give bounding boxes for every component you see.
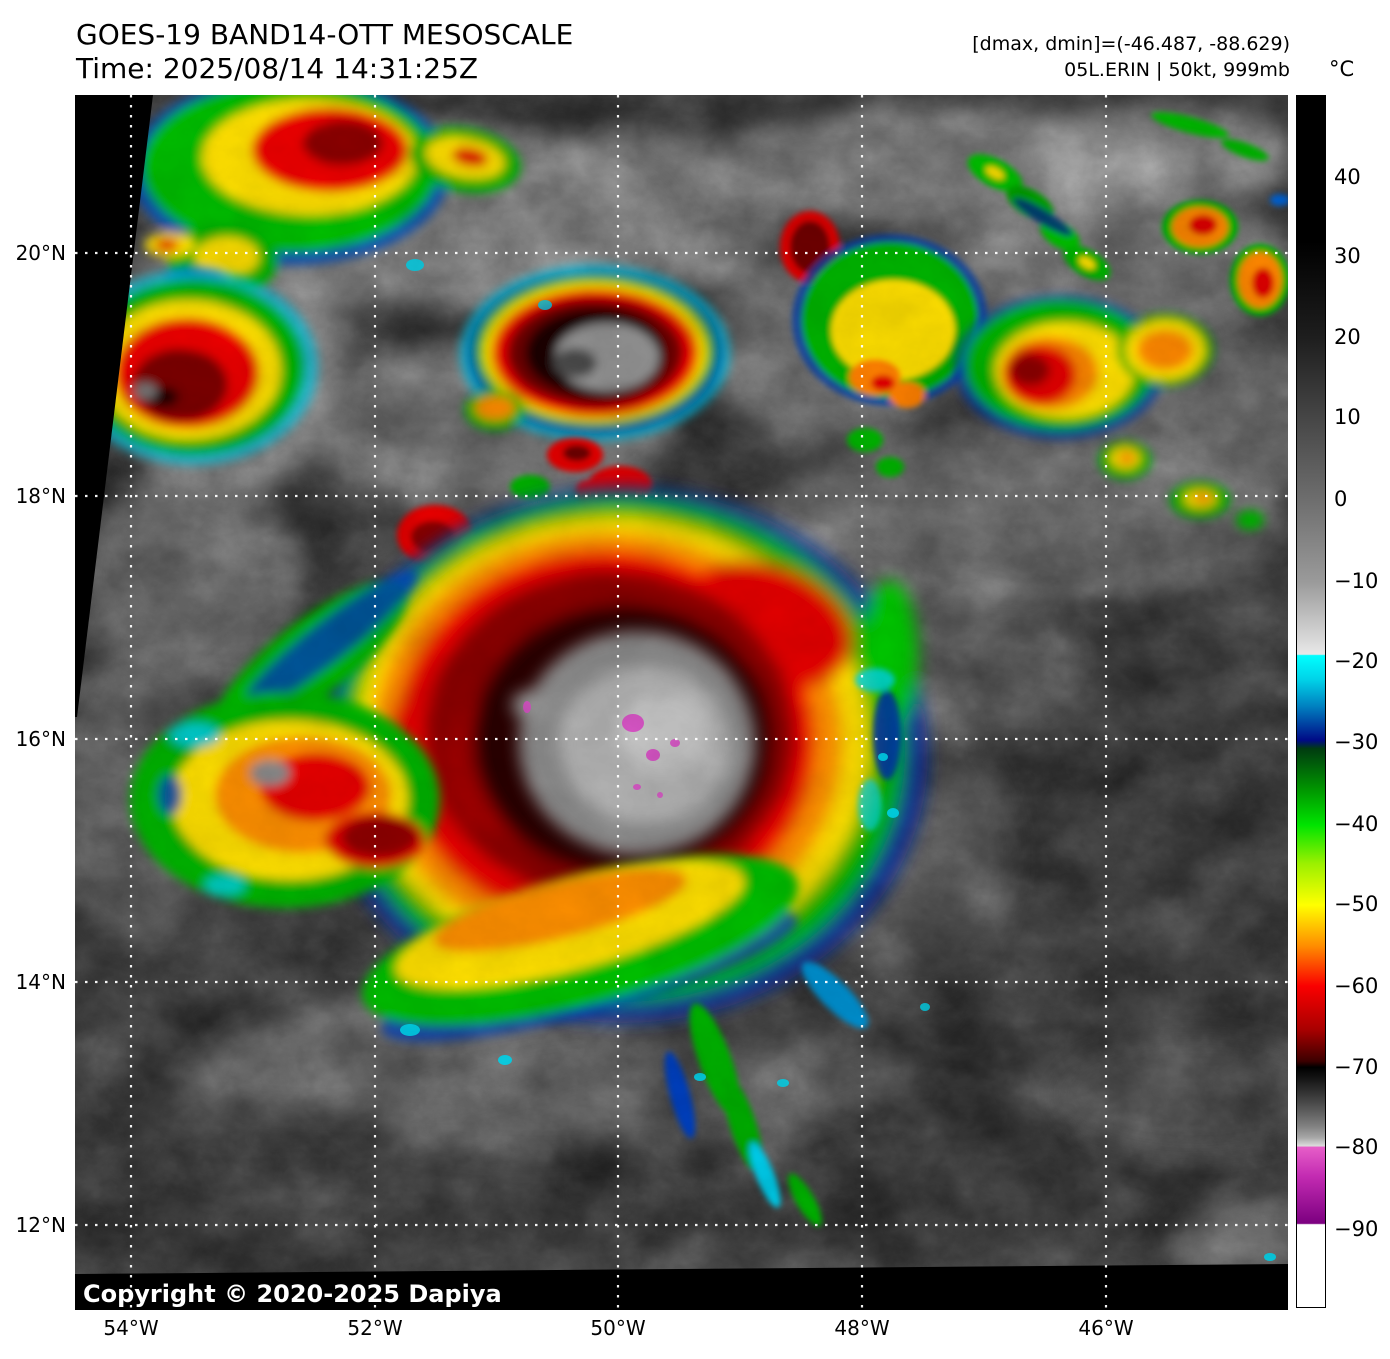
colorbar-tick: −90	[1334, 1217, 1379, 1241]
copyright-text: Copyright © 2020-2025 Dapiya	[83, 1280, 502, 1308]
lat-label-20n: 20°N	[15, 241, 66, 265]
header-right: [dmax, dmin]=(-46.487, -88.629) 05L.ERIN…	[972, 31, 1290, 83]
colorbar-tick: −20	[1334, 649, 1379, 673]
colorbar-tick: 20	[1334, 325, 1361, 349]
lat-label-18n: 18°N	[15, 484, 66, 508]
colorbar-tick: 40	[1334, 165, 1361, 189]
colorbar-tick: 30	[1334, 244, 1361, 268]
colorbar-tick: −70	[1334, 1055, 1379, 1079]
colorbar-unit-label: °C	[1329, 57, 1355, 81]
dmax-dmin-readout: [dmax, dmin]=(-46.487, -88.629)	[972, 33, 1290, 55]
satellite-scene: Copyright © 2020-2025 Dapiya	[75, 95, 1288, 1310]
lat-label-16n: 16°N	[15, 727, 66, 751]
timestamp: Time: 2025/08/14 14:31:25Z	[76, 52, 479, 85]
colorbar-tick: −60	[1334, 974, 1379, 998]
page-title: GOES-19 BAND14-OTT MESOSCALE	[76, 18, 574, 51]
lon-label-50w: 50°W	[590, 1316, 646, 1340]
lon-label-48w: 48°W	[834, 1316, 890, 1340]
no-data-wedge	[75, 95, 153, 717]
satellite-map-image: Copyright © 2020-2025 Dapiya	[75, 95, 1288, 1310]
colorbar-tick: −50	[1334, 892, 1379, 916]
colorbar-tick: 0	[1334, 487, 1348, 511]
lat-label-12n: 12°N	[15, 1213, 66, 1237]
no-data-bottom-strip	[75, 1264, 1288, 1310]
colorbar-gradient	[1296, 95, 1326, 1308]
overlay-texture	[75, 95, 1288, 1310]
storm-info: 05L.ERIN | 50kt, 999mb	[1064, 59, 1290, 81]
colorbar-tick: −10	[1334, 569, 1379, 593]
colorbar-tick: −80	[1334, 1135, 1379, 1159]
lon-label-54w: 54°W	[103, 1316, 159, 1340]
colorbar-tick: −30	[1334, 730, 1379, 754]
lon-label-52w: 52°W	[347, 1316, 403, 1340]
lat-label-14n: 14°N	[15, 970, 66, 994]
colorbar-tick: 10	[1334, 405, 1361, 429]
graticule	[75, 95, 1288, 1310]
colorbar-tick: −40	[1334, 812, 1379, 836]
header-left: GOES-19 BAND14-OTT MESOSCALE Time: 2025/…	[76, 18, 573, 86]
lon-label-46w: 46°W	[1078, 1316, 1134, 1340]
